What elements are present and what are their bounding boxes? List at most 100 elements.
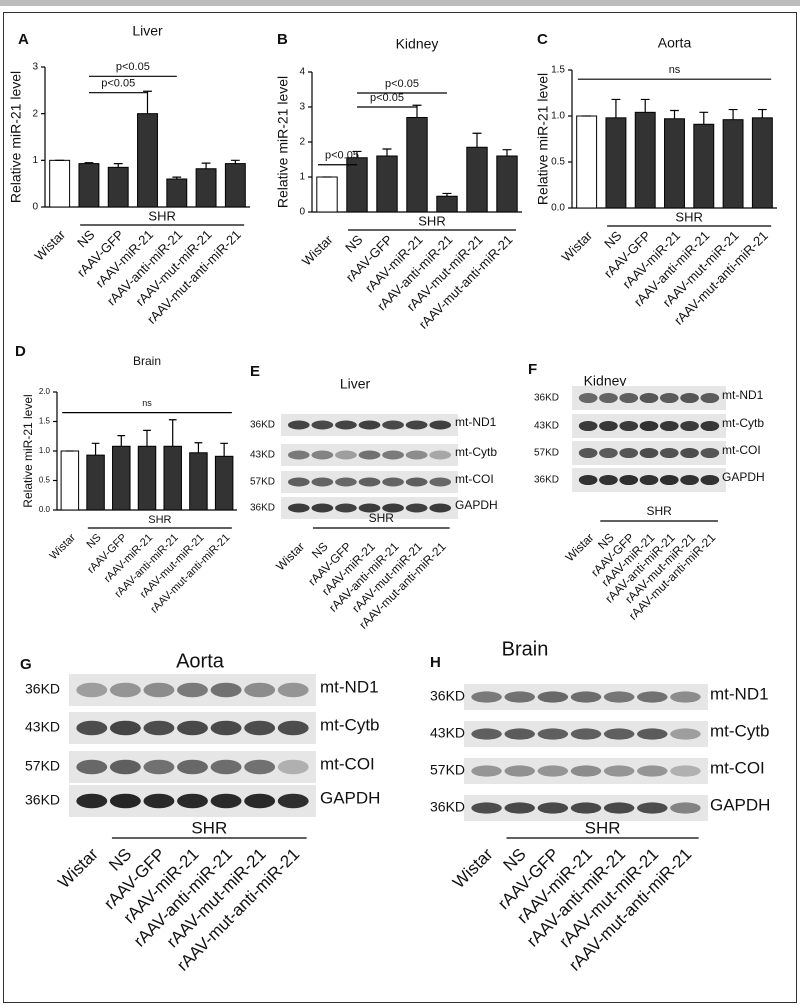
blot-band: [358, 450, 381, 460]
blot-band: [680, 447, 699, 459]
error-bar: [172, 176, 182, 179]
error-bar: [699, 111, 709, 125]
protein-label: mt-Cytb: [710, 721, 770, 740]
molecular-weight: 43KD: [430, 725, 465, 741]
error-bar: [168, 419, 177, 447]
blot-band: [177, 793, 208, 809]
y-tick-label: 1.0: [39, 446, 51, 455]
blot-band: [177, 759, 208, 775]
y-tick-label: 0.0: [39, 505, 51, 514]
blot-band: [659, 420, 679, 432]
blot-band: [405, 503, 428, 513]
y-axis-label: Relative miR-21 level: [535, 73, 551, 205]
blot-band: [210, 793, 242, 809]
bar: [605, 117, 627, 209]
blot-band: [109, 720, 141, 736]
blot-band: [382, 477, 404, 487]
error-bar: [117, 435, 126, 447]
blot-band: [504, 728, 535, 740]
error-bar: [84, 162, 94, 164]
blot-band: [700, 392, 720, 404]
bar: [576, 115, 598, 209]
figure-frame: [3, 12, 797, 1003]
blot-band: [358, 420, 381, 430]
error-bar: [201, 162, 211, 169]
molecular-weight: 36KD: [534, 475, 559, 486]
group-label: SHR: [675, 209, 702, 224]
bar: [86, 454, 105, 511]
blot-band: [570, 691, 602, 703]
molecular-weight: 57KD: [534, 448, 559, 459]
bar: [189, 452, 208, 511]
molecular-weight: 36KD: [250, 420, 275, 431]
blot-band: [210, 682, 242, 698]
blot-band: [405, 450, 428, 460]
group-label: SHR: [191, 818, 227, 837]
y-tick-label: 1: [32, 155, 38, 166]
bar: [634, 111, 656, 209]
protein-label: mt-COI: [710, 758, 765, 777]
blot-band: [619, 474, 639, 486]
blot-band: [277, 682, 309, 698]
category-label: Wistar: [54, 844, 102, 892]
y-tick-label: 2: [32, 108, 38, 119]
blot-band: [382, 503, 404, 513]
error-bar: [757, 108, 767, 118]
blot-band: [244, 793, 276, 809]
protein-label: GAPDH: [710, 795, 770, 814]
blot-band: [287, 450, 310, 460]
blot-band: [405, 420, 428, 430]
y-tick-label: 1.5: [39, 417, 51, 426]
error-bar: [728, 108, 738, 120]
blot-band: [537, 691, 569, 703]
blot-band: [287, 420, 310, 430]
error-bar: [113, 163, 123, 168]
blot-band: [578, 474, 598, 486]
bar: [163, 445, 182, 511]
y-axis-label: Relative miR-21 level: [21, 394, 35, 507]
blot-band: [637, 728, 668, 740]
bar: [376, 155, 398, 213]
blot-band: [311, 450, 334, 460]
y-tick-label: 3: [32, 62, 38, 73]
blot-title: Aorta: [176, 650, 225, 672]
blot-band: [599, 474, 618, 486]
error-bar: [640, 98, 650, 113]
blot-band: [603, 691, 635, 703]
bar: [224, 163, 246, 208]
y-tick-label: 2: [299, 137, 305, 148]
category-label: Wistar: [273, 539, 307, 573]
blot-band: [599, 420, 618, 432]
blot-band: [471, 728, 502, 740]
blot-band: [311, 477, 334, 487]
molecular-weight: 43KD: [25, 719, 60, 735]
bar: [346, 157, 368, 213]
category-label: NS: [342, 232, 366, 256]
protein-label: mt-COI: [722, 443, 761, 457]
molecular-weight: 36KD: [430, 799, 465, 815]
blot-band: [700, 447, 720, 459]
y-tick-label: 1.0: [551, 111, 565, 122]
molecular-weight: 36KD: [25, 792, 60, 808]
blot-title: Kidney: [584, 373, 627, 389]
protein-label: mt-Cytb: [455, 445, 497, 459]
category-label: Wistar: [32, 226, 69, 263]
blot-band: [603, 765, 635, 777]
blot-band: [143, 720, 175, 736]
bar: [137, 113, 158, 208]
blot-band: [659, 392, 679, 404]
blot-band: [335, 450, 357, 460]
blot-band: [210, 759, 242, 775]
blot-band: [76, 793, 108, 809]
molecular-weight: 36KD: [534, 393, 559, 404]
blot-band: [603, 802, 635, 814]
blot-band: [670, 765, 701, 777]
error-bar: [143, 90, 152, 114]
blot-band: [429, 420, 452, 430]
blot-band: [537, 765, 569, 777]
panel-letter: D: [15, 343, 26, 360]
molecular-weight: 36KD: [250, 503, 275, 514]
bar: [166, 178, 188, 208]
blot-band: [277, 759, 309, 775]
blot-band: [599, 447, 618, 459]
